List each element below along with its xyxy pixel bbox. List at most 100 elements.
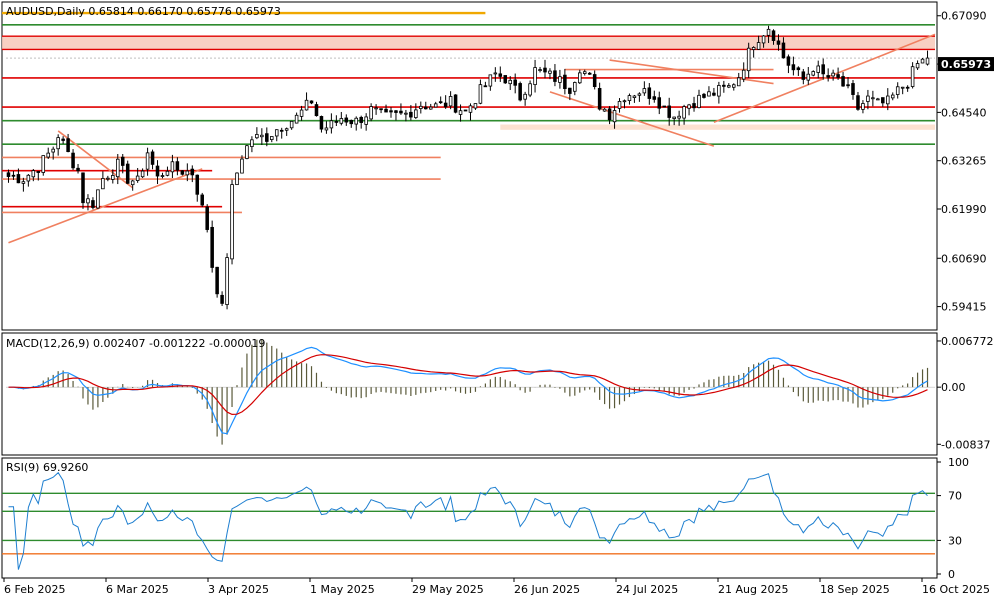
candle-body — [458, 110, 463, 115]
candle-body — [533, 67, 537, 85]
candle-body — [771, 30, 776, 41]
candle-body — [399, 110, 403, 114]
candle-body — [518, 83, 522, 101]
candle-body — [796, 67, 801, 71]
rsi-line — [8, 471, 928, 570]
candle-body — [741, 69, 746, 80]
candle-body — [806, 73, 811, 81]
candle-body — [622, 100, 627, 103]
candle-body — [150, 151, 155, 165]
candle-body — [31, 170, 36, 178]
candle-body — [339, 118, 344, 124]
candle-body — [319, 116, 324, 130]
candle-body — [384, 108, 388, 113]
price-axis-label: 0.59415 — [941, 301, 987, 314]
candle-body — [11, 174, 16, 177]
candle-body — [736, 77, 741, 87]
time-axis-label: 26 Jun 2025 — [514, 583, 580, 596]
trendlines-layer — [8, 33, 936, 244]
candle-body — [548, 70, 552, 74]
candle-body — [488, 74, 493, 87]
candle-body — [538, 69, 542, 71]
candle-body — [309, 100, 314, 104]
candle-body — [498, 73, 503, 77]
candle-body — [26, 174, 31, 182]
candle-body — [91, 200, 95, 208]
candle-body — [791, 64, 796, 71]
candle-body — [205, 206, 209, 230]
candle-body — [71, 152, 75, 169]
candle-body — [294, 114, 299, 124]
candle-body — [329, 120, 334, 129]
time-axis-label: 16 Oct 2025 — [922, 583, 990, 596]
candle-body — [56, 137, 60, 150]
candle-body — [662, 105, 666, 108]
candle-body — [821, 64, 825, 75]
candle-body — [712, 92, 716, 96]
candle-body — [766, 28, 771, 36]
candle-body — [230, 184, 234, 260]
candle-body — [637, 93, 642, 96]
candle-body — [21, 181, 26, 184]
candle-body — [826, 75, 830, 78]
candle-body — [106, 177, 110, 180]
candle-body — [428, 106, 433, 110]
candle-body — [607, 108, 612, 121]
candle-body — [816, 65, 820, 73]
price-levels-layer — [2, 11, 935, 214]
candle-body — [697, 94, 701, 109]
candle-body — [145, 152, 150, 170]
candle-body — [602, 108, 607, 112]
candle-body — [751, 47, 756, 50]
candle-body — [632, 95, 637, 98]
price-axis-label: 0.63265 — [941, 155, 987, 168]
candle-body — [478, 84, 483, 104]
candle-body — [473, 103, 478, 109]
candle-body — [111, 175, 115, 180]
time-axis-label: 3 Apr 2025 — [208, 583, 269, 596]
candle-body — [270, 136, 274, 140]
candle-body — [905, 86, 910, 89]
candle-body — [786, 56, 791, 66]
candle-body — [717, 85, 721, 97]
price-axis-label: 0.64540 — [941, 106, 987, 119]
candle-body — [250, 139, 254, 147]
rsi-axis-label: 0 — [948, 568, 955, 581]
candle-body — [647, 87, 652, 99]
rsi-panel-frame — [1, 457, 938, 579]
candle-body — [707, 91, 711, 97]
trendline-0 — [8, 168, 203, 244]
candles-layer — [6, 25, 930, 310]
candle-body — [612, 110, 617, 123]
candle-body — [76, 167, 80, 172]
candle-body — [359, 116, 363, 123]
candle-body — [424, 106, 428, 110]
candle-body — [379, 108, 383, 111]
candle-body — [195, 174, 200, 195]
candle-body — [672, 116, 676, 119]
candle-body — [299, 109, 304, 117]
candle-body — [130, 180, 135, 186]
candle-body — [856, 95, 860, 110]
candle-body — [582, 71, 587, 74]
candle-body — [508, 79, 512, 85]
candle-body — [279, 129, 284, 132]
candle-body — [692, 103, 696, 109]
trendline-2 — [549, 91, 715, 147]
candle-body — [776, 40, 781, 45]
chart-title: AUDUSD,Daily 0.65814 0.66170 0.65776 0.6… — [6, 5, 281, 18]
time-axis-label: 18 Sep 2025 — [820, 583, 890, 596]
candle-body — [140, 170, 145, 178]
trendline-1 — [57, 130, 134, 189]
time-axis-label: 29 May 2025 — [412, 583, 484, 596]
candle-body — [220, 294, 224, 304]
candle-body — [761, 35, 766, 44]
candle-body — [851, 83, 855, 95]
rsi-axis-label: 30 — [948, 534, 962, 547]
candle-body — [81, 172, 85, 204]
rsi-label: RSI(9) 69.9260 — [6, 461, 88, 474]
time-axis-label: 6 Feb 2025 — [4, 583, 65, 596]
price-axis-label: 0.60690 — [941, 252, 987, 265]
candle-body — [568, 87, 572, 94]
